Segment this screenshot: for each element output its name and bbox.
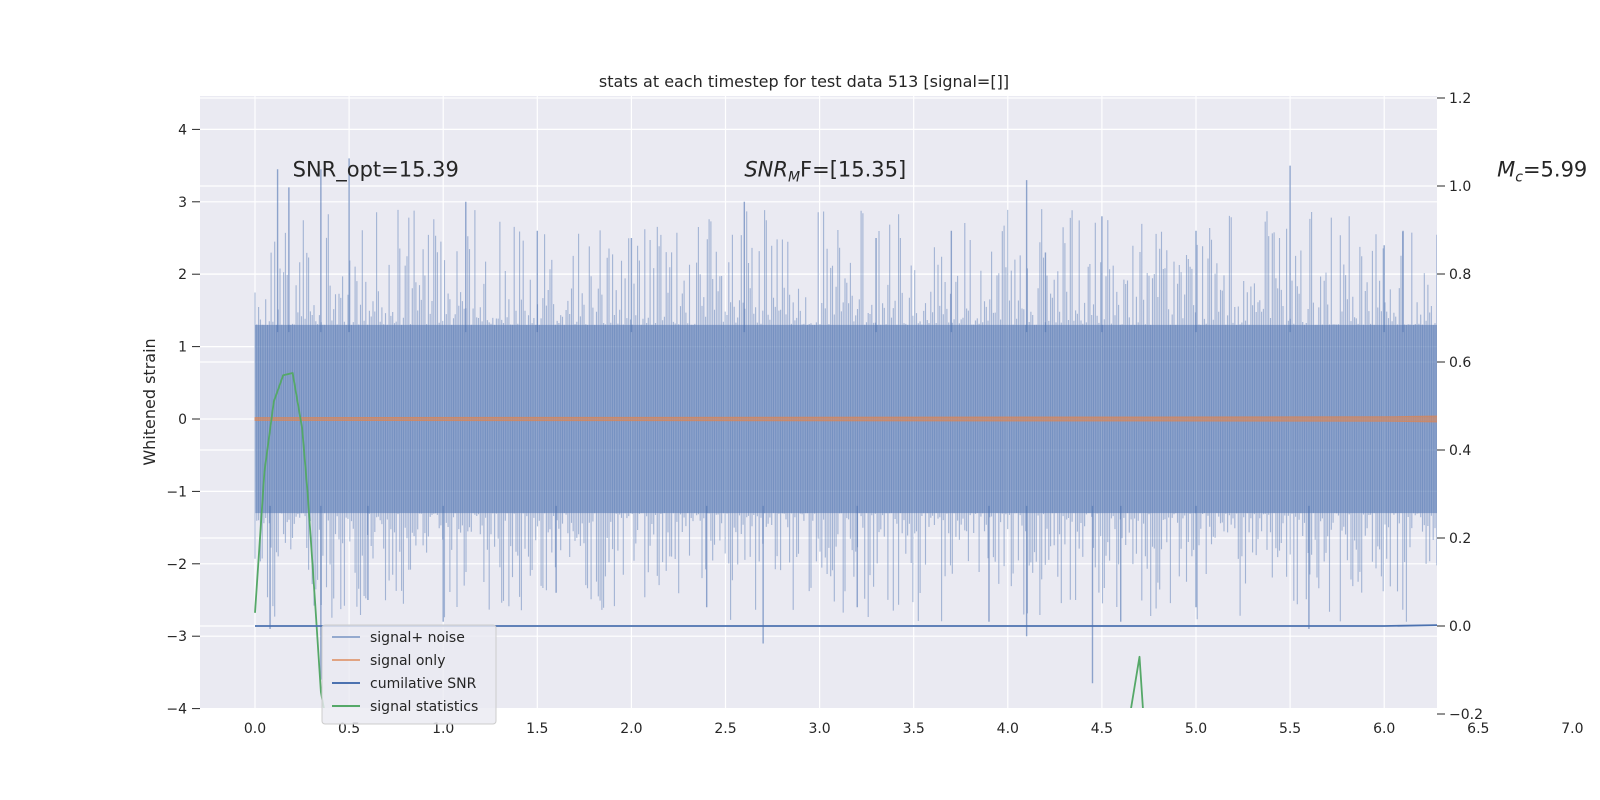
y-tick-label: −1 [166,484,187,500]
x-tick-label: 6.5 [1467,721,1489,737]
y-tick-label: 2 [178,267,187,283]
annotation-subscript: M [788,169,800,185]
y2-tick-label: 1.2 [1449,91,1471,107]
x-tick-label: 2.5 [714,721,736,737]
x-tick-label: 6.0 [1373,721,1395,737]
legend-label: signal only [370,653,445,669]
annotation-rest: =5.99 [1523,157,1587,181]
signal-band [254,415,1437,423]
x-tick-label: 4.0 [997,721,1019,737]
y2-tick-label: 0.4 [1449,443,1471,459]
x-tick-label: 3.0 [808,721,830,737]
annotation-mc: Mc=5.99 [1497,157,1587,185]
legend-label: signal statistics [370,699,478,715]
y-tick-label: 1 [178,340,187,356]
x-tick-label: 3.5 [903,721,925,737]
y2-tick-label: 0.6 [1449,355,1471,371]
signal-only-series [254,415,1437,423]
legend: signal+ noise signal only cumilative SNR si… [321,624,497,725]
y2-tick-label: 0.2 [1449,531,1471,547]
annotation-text: SNR_opt=15.39 [293,157,459,182]
x-tick-label: 5.5 [1279,721,1301,737]
annotation-text: M [1497,157,1515,181]
x-tick-label: 0.5 [338,721,360,737]
y-axis-left: 4 3 2 1 0 −1 −2 −3 −4 [166,122,200,718]
annotation-subscript: c [1515,169,1523,185]
x-tick-label: 2.0 [620,721,642,737]
y-tick-label: −3 [166,629,187,645]
annotation-snr_opt: SNR_opt=15.39 [293,157,459,182]
y-tick-label: −4 [166,702,187,718]
x-tick-label: 4.5 [1091,721,1113,737]
annotation-text: SNR [744,157,788,181]
chart-title: stats at each timestep for test data 513… [599,72,1009,91]
y-tick-label: 4 [178,122,187,138]
x-tick-label: 7.0 [1561,721,1583,737]
x-tick-label: 1.0 [432,721,454,737]
y-tick-label: 0 [178,412,187,428]
y2-tick-label: 0.0 [1449,619,1471,635]
y-axis-right: 1.2 1.0 0.8 0.6 0.4 0.2 0.0 −0.2 [1437,91,1483,723]
annotations: SNR_opt=15.39SNRMF=[15.35]Mc=5.99CSNR=0.… [293,157,1588,185]
y-axis-label: Whitened strain [140,338,159,465]
legend-box [321,624,497,725]
y2-tick-label: 0.8 [1449,267,1471,283]
y2-tick-label: −0.2 [1449,707,1483,723]
x-tick-label: 5.0 [1185,721,1207,737]
cumulative-snr-series [255,624,1437,627]
legend-label: signal+ noise [370,630,465,646]
legend-label: cumilative SNR [370,676,477,692]
annotation-snr_mf: SNRMF=[15.35] [744,157,906,185]
annotation-rest: F=[15.35] [800,157,906,181]
cumulative-snr-line [255,624,1437,627]
x-axis: 0.0 0.5 1.0 1.5 2.0 2.5 3.0 3.5 4.0 4.5 5.0 5.5 6.0 6… [244,721,1584,737]
y2-tick-label: 1.0 [1449,179,1471,195]
x-tick-label: 0.0 [244,721,266,737]
x-tick-label: 1.5 [526,721,548,737]
y-tick-label: −2 [166,557,187,573]
y-tick-label: 3 [178,195,187,211]
